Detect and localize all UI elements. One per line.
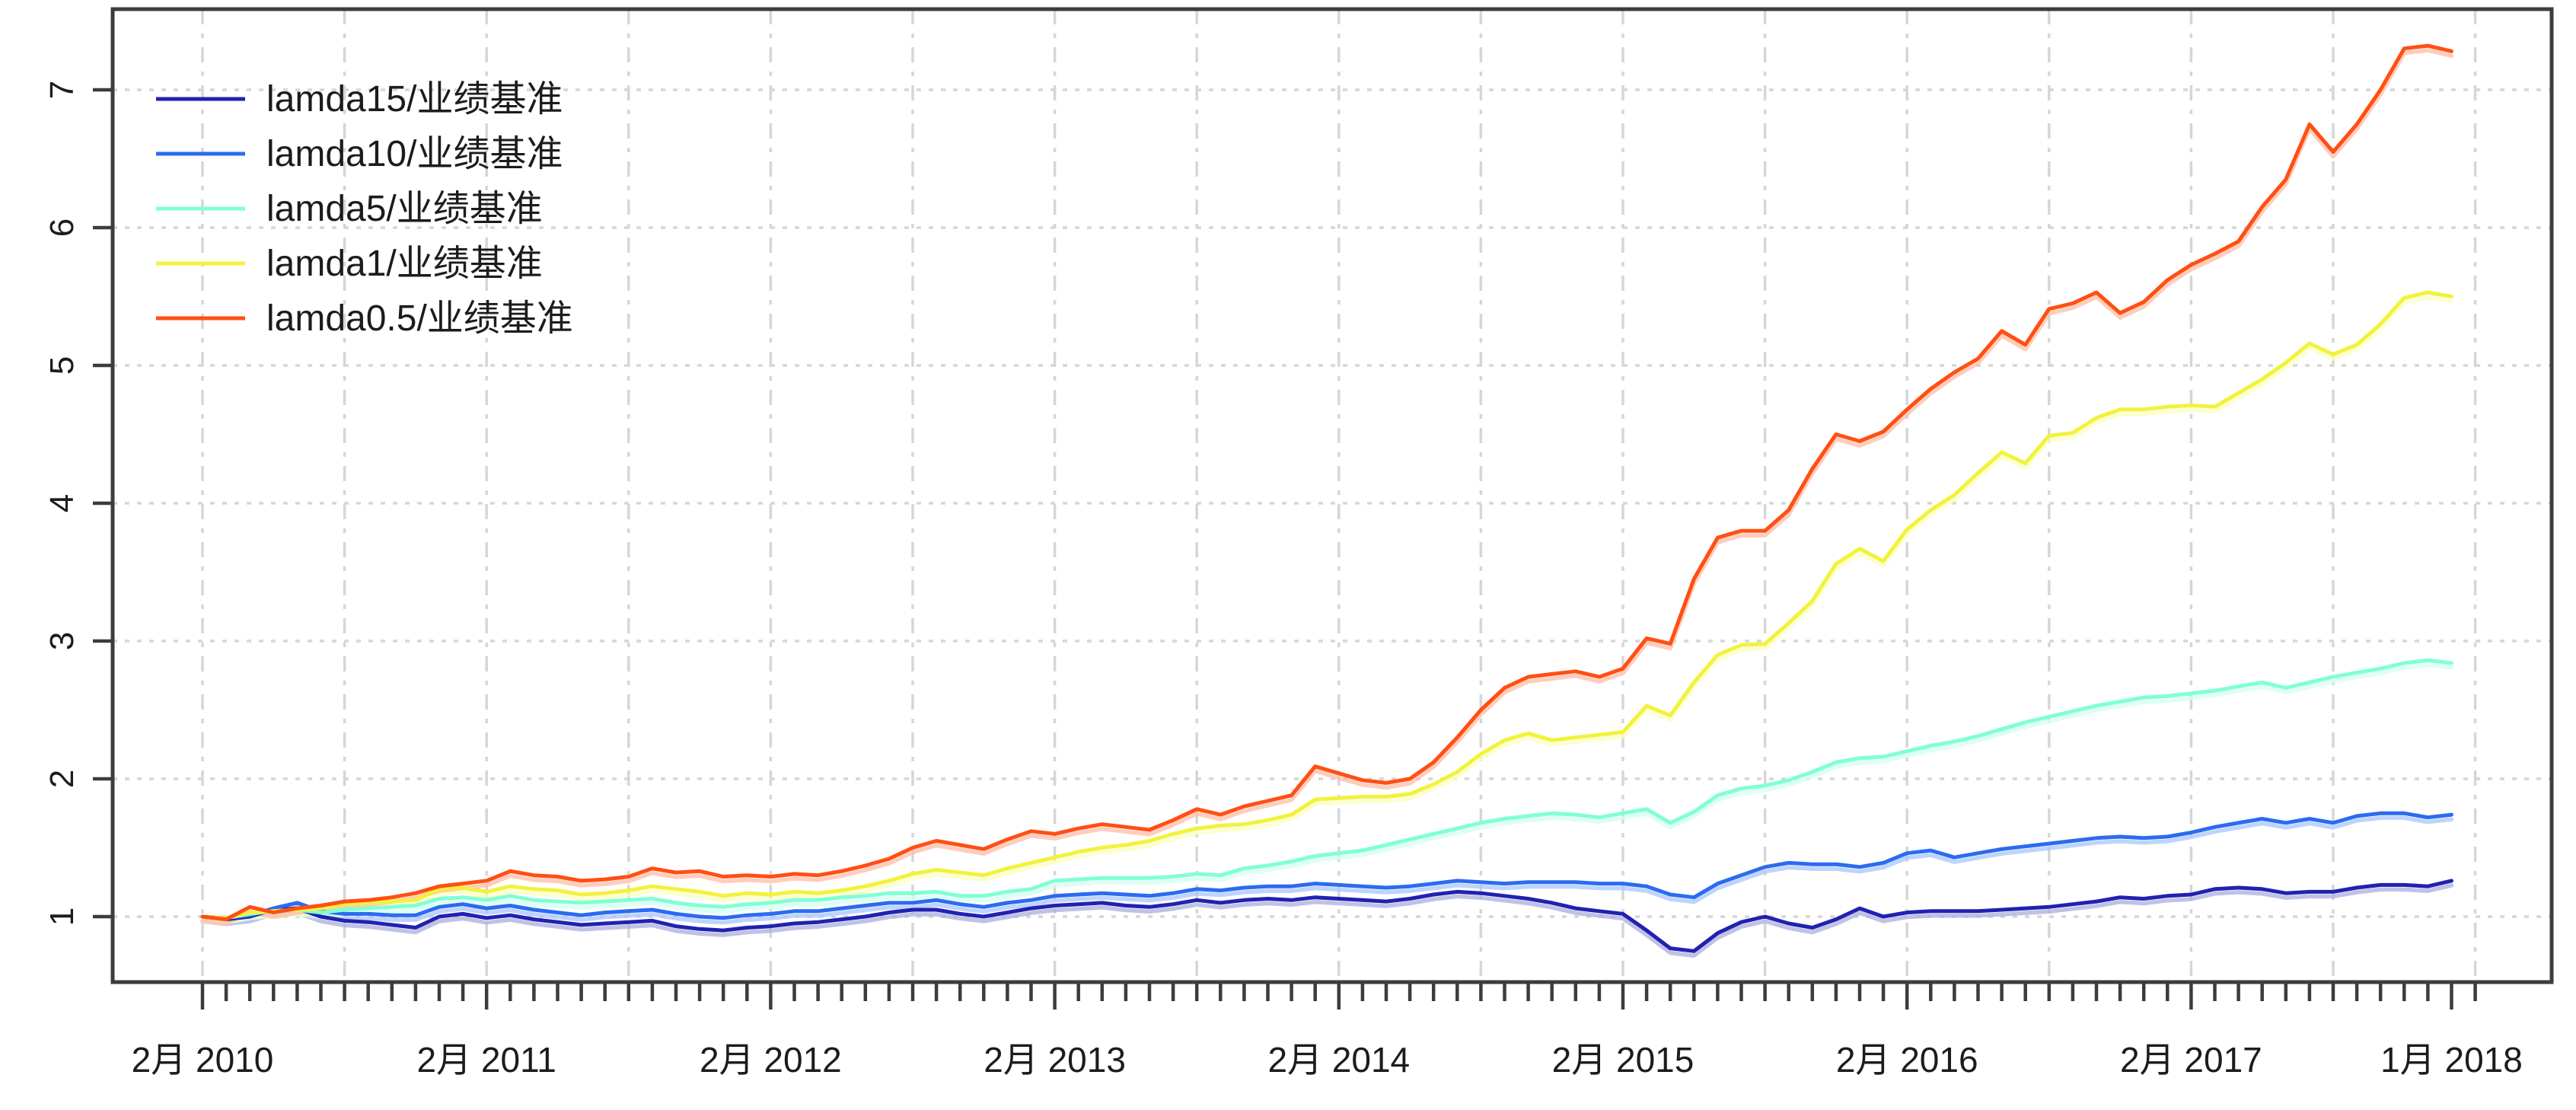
y-tick-label: 6 xyxy=(43,218,81,237)
legend-label: lamda1/业绩基准 xyxy=(266,244,543,284)
x-axis-labels: 2月 2010 2月 2011 2月 2012 2月 2013 2月 2014 2月 20… xyxy=(132,1040,2523,1080)
x-tick-label: 2月 2015 xyxy=(1552,1040,1694,1080)
x-tick-label: 2月 2013 xyxy=(984,1040,1126,1080)
plot-frame xyxy=(110,7,2554,984)
y-tick-label: 3 xyxy=(43,632,81,650)
series-line-lamda1 xyxy=(200,290,2453,920)
y-tick-label: 4 xyxy=(43,494,81,512)
series-halo-lamda15 xyxy=(200,883,2454,958)
legend-label: lamda15/业绩基准 xyxy=(266,79,563,120)
series-halo-lamda5 xyxy=(200,662,2454,925)
y-tick-label: 1 xyxy=(43,907,81,926)
gridlines xyxy=(113,9,2552,982)
series-halo-lamda0.5 xyxy=(200,48,2454,927)
legend-label: lamda0.5/业绩基准 xyxy=(266,298,573,339)
series-line-lamda15 xyxy=(200,879,2453,953)
series-line-lamda5 xyxy=(200,658,2453,920)
legend-item: lamda10/业绩基准 xyxy=(156,134,563,174)
series-halo-lamda1 xyxy=(200,295,2454,925)
legend-item: lamda15/业绩基准 xyxy=(156,79,563,120)
x-tick-label: 2月 2014 xyxy=(1267,1040,1410,1080)
x-tick-label: 1月 2018 xyxy=(2380,1040,2523,1080)
legend: lamda15/业绩基准 lamda10/业绩基准 lamda5/业绩基准 lamda… xyxy=(156,79,573,339)
y-tick-label: 2 xyxy=(43,770,81,788)
legend-label: lamda5/业绩基准 xyxy=(266,189,543,229)
y-tick-label: 5 xyxy=(43,356,81,375)
y-tick-label: 7 xyxy=(43,81,81,99)
series-group xyxy=(200,43,2454,958)
series-halo-lamda10 xyxy=(200,815,2454,925)
x-tick-label: 2月 2017 xyxy=(2120,1040,2262,1080)
x-tick-label: 2月 2016 xyxy=(1836,1040,1978,1080)
legend-item: lamda5/业绩基准 xyxy=(156,189,543,229)
x-tick-label: 2月 2011 xyxy=(417,1040,556,1080)
series-line-lamda10 xyxy=(200,811,2453,920)
x-axis xyxy=(200,982,2477,1010)
legend-item: lamda0.5/业绩基准 xyxy=(156,298,573,339)
legend-label: lamda10/业绩基准 xyxy=(266,134,563,174)
x-tick-label: 2月 2010 xyxy=(132,1040,274,1080)
x-tick-label: 2月 2012 xyxy=(700,1040,842,1080)
series-line-lamda0.5 xyxy=(200,43,2453,922)
y-axis xyxy=(93,88,113,919)
legend-item: lamda1/业绩基准 xyxy=(156,244,543,284)
y-axis-labels: 1 2 3 4 5 6 7 xyxy=(43,81,81,926)
